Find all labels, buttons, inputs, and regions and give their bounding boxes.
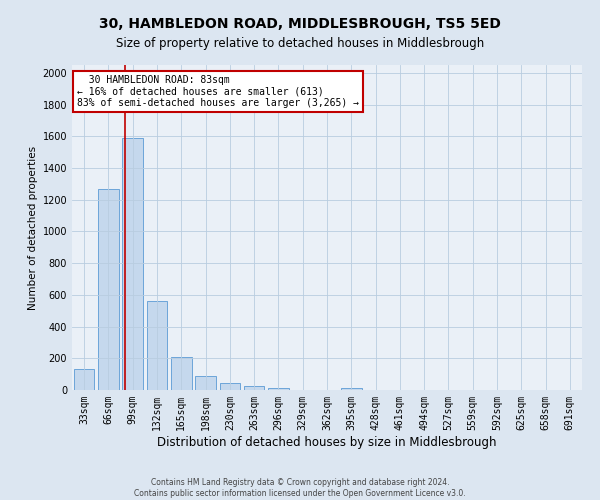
Y-axis label: Number of detached properties: Number of detached properties [28, 146, 38, 310]
Bar [146, 301, 167, 390]
Bar [341, 388, 362, 390]
Text: Contains HM Land Registry data © Crown copyright and database right 2024.
Contai: Contains HM Land Registry data © Crown c… [134, 478, 466, 498]
Text: 30 HAMBLEDON ROAD: 83sqm
← 16% of detached houses are smaller (613)
83% of semi-: 30 HAMBLEDON ROAD: 83sqm ← 16% of detach… [77, 74, 359, 108]
Text: 30, HAMBLEDON ROAD, MIDDLESBROUGH, TS5 5ED: 30, HAMBLEDON ROAD, MIDDLESBROUGH, TS5 5… [99, 18, 501, 32]
Bar [122, 138, 143, 390]
Bar [98, 188, 119, 390]
Bar [268, 388, 289, 390]
X-axis label: Distribution of detached houses by size in Middlesbrough: Distribution of detached houses by size … [157, 436, 497, 448]
Text: Size of property relative to detached houses in Middlesbrough: Size of property relative to detached ho… [116, 38, 484, 51]
Bar [195, 376, 216, 390]
Bar [171, 356, 191, 390]
Bar [74, 370, 94, 390]
Bar [220, 383, 240, 390]
Bar [244, 386, 265, 390]
